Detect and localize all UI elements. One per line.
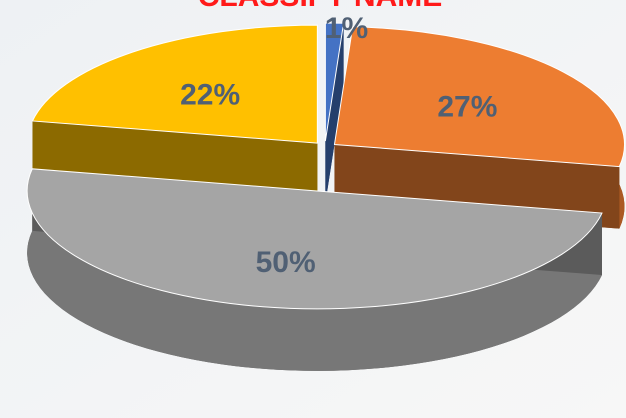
pie: 1% 27% 50% 22% bbox=[27, 12, 624, 371]
chart: CLASSIFY NAME 1% 27% 50% 22% bbox=[0, 0, 626, 418]
data-label: 50% bbox=[256, 246, 316, 279]
data-label: 1% bbox=[325, 12, 368, 45]
chart-title: CLASSIFY NAME bbox=[198, 0, 442, 13]
data-label: 22% bbox=[180, 78, 240, 111]
data-label: 27% bbox=[437, 90, 497, 123]
